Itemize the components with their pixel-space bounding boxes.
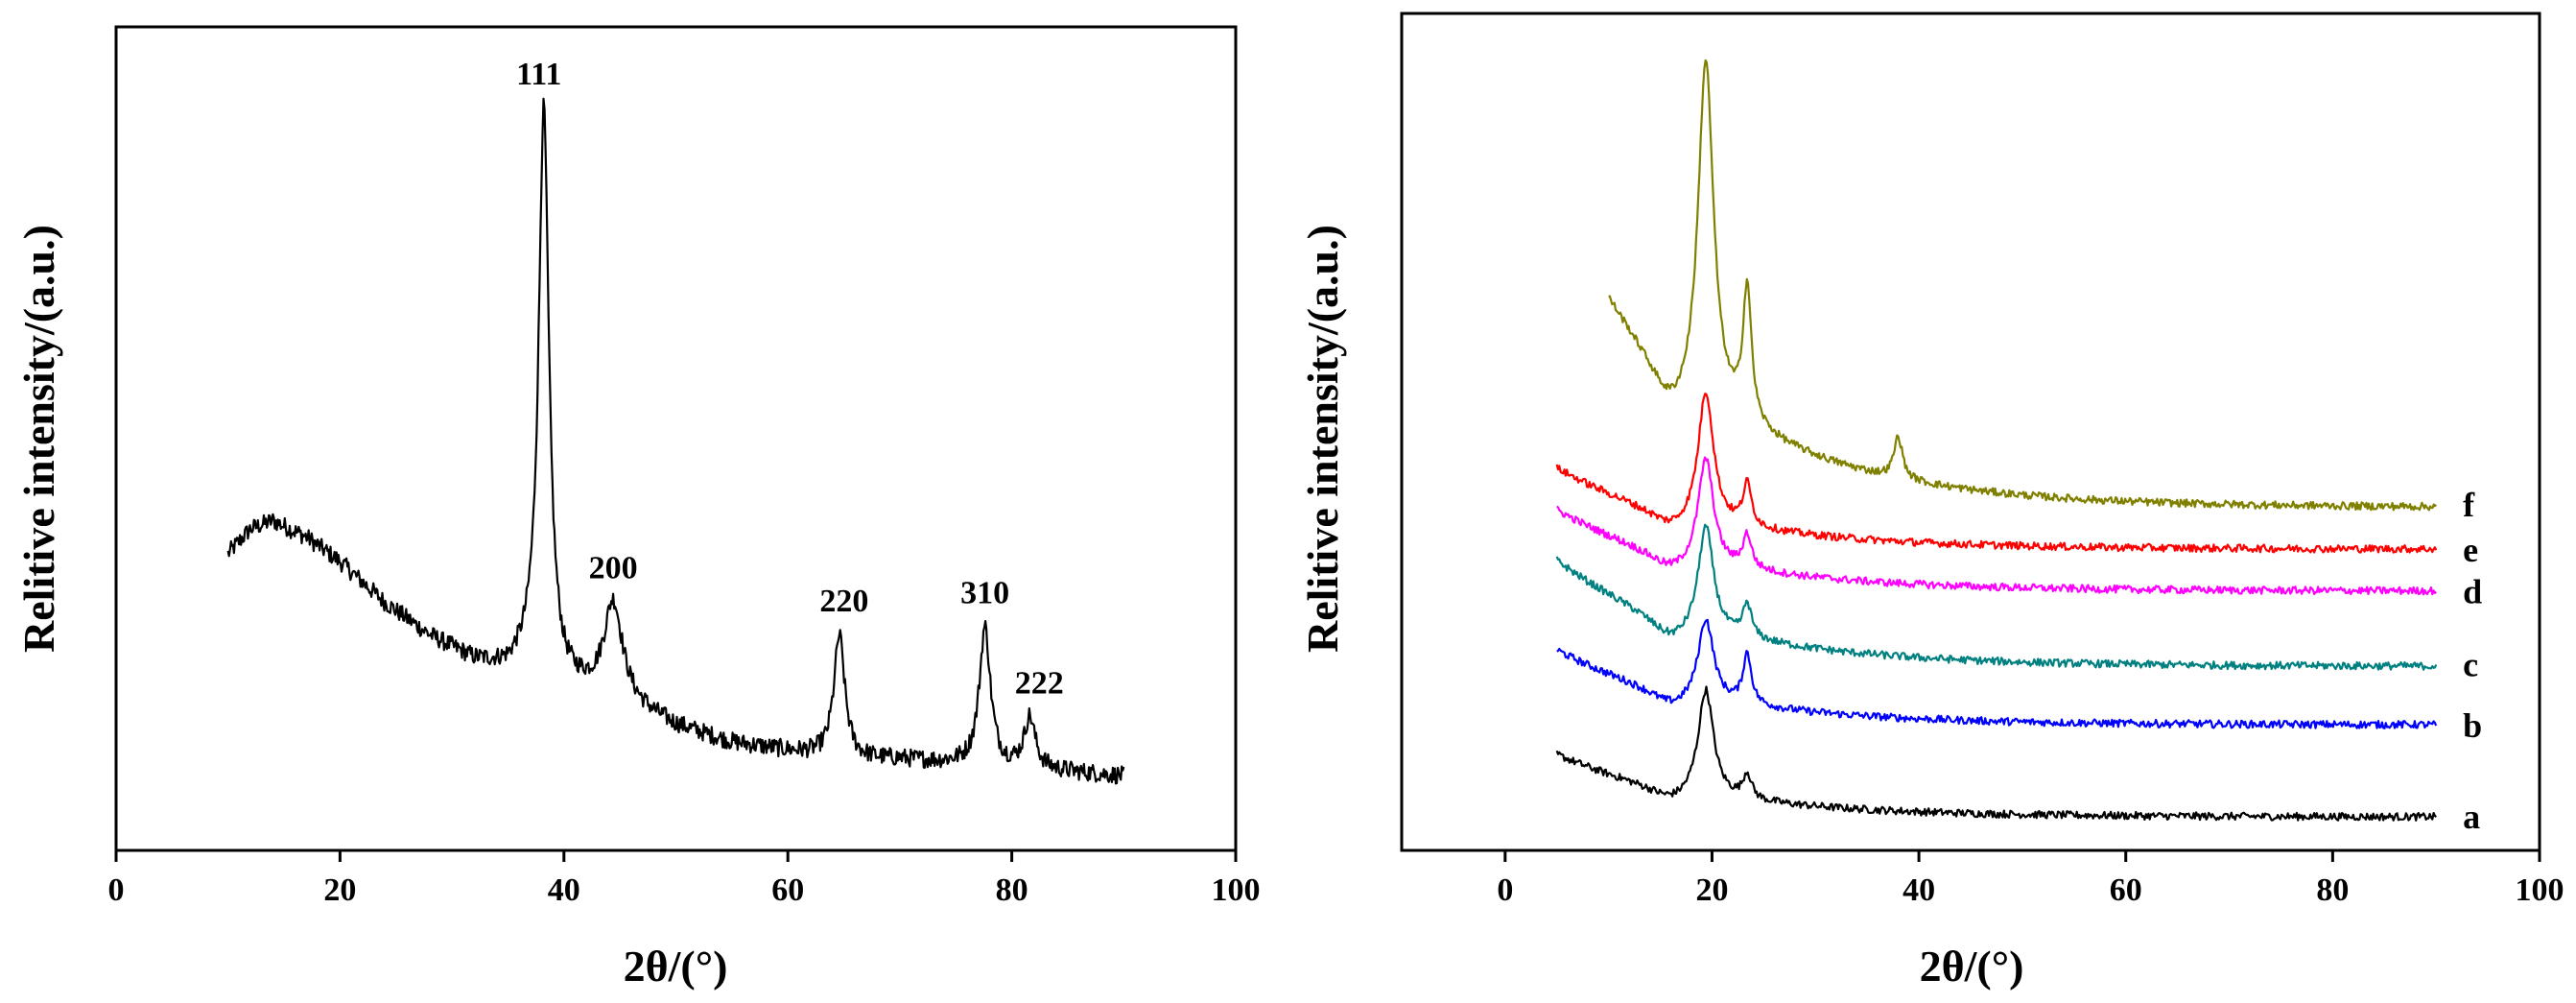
x-axis-label-left: 2θ/(°) — [624, 942, 728, 991]
x-ticks-right: 0 20 40 60 80 100 — [1497, 850, 2564, 908]
peak-label-310: 310 — [960, 575, 1009, 610]
y-axis-label-right: Relitive intensity/(a.u.) — [1298, 225, 1347, 653]
x-tick-label: 100 — [2516, 872, 2564, 908]
plot-frame-left — [114, 25, 1238, 852]
series-line-c — [1555, 523, 2438, 671]
xrd-chart-left: 0 20 40 60 80 100 111 200 220 310 222 2θ/(°) Reli… — [14, 25, 1261, 991]
x-tick-label: 100 — [1212, 872, 1261, 908]
x-tick-label: 40 — [1902, 872, 1935, 908]
y-axis-label-left: Relitive intensity/(a.u.) — [14, 225, 63, 653]
series-line-b — [1556, 618, 2438, 729]
xrd-line — [226, 97, 1125, 785]
peak-label-222: 222 — [1015, 666, 1064, 702]
x-ticks-left: 0 20 40 60 80 100 — [108, 850, 1261, 908]
peak-label-111: 111 — [516, 57, 561, 92]
x-tick-label: 40 — [548, 872, 580, 908]
peak-label-220: 220 — [819, 584, 868, 619]
x-tick-label: 60 — [2110, 872, 2142, 908]
series-label-f: f — [2463, 486, 2475, 524]
series-line-f — [1608, 59, 2437, 512]
x-tick-label: 0 — [1497, 872, 1513, 908]
x-axis-label-right: 2θ/(°) — [1920, 942, 2024, 991]
x-tick-label: 60 — [771, 872, 804, 908]
x-tick-label: 0 — [108, 872, 125, 908]
series-line-e — [1555, 393, 2438, 554]
x-tick-label: 20 — [1695, 872, 1728, 908]
x-tick-label: 20 — [323, 872, 356, 908]
peak-labels-left: 111 200 220 310 222 — [516, 57, 1064, 702]
series-line-d — [1556, 456, 2437, 596]
x-tick-label: 80 — [996, 872, 1028, 908]
series-label-b: b — [2463, 706, 2482, 745]
series-label-e: e — [2463, 531, 2478, 569]
plot-frame-right — [1400, 12, 2541, 852]
series-label-d: d — [2463, 573, 2482, 611]
series-line-a — [1555, 685, 2437, 822]
series-label-a: a — [2463, 798, 2480, 836]
peak-label-200: 200 — [589, 551, 638, 586]
series-label-c: c — [2463, 646, 2478, 684]
x-tick-label: 80 — [2316, 872, 2349, 908]
traces-right — [1555, 59, 2438, 822]
traces-left — [226, 97, 1125, 785]
